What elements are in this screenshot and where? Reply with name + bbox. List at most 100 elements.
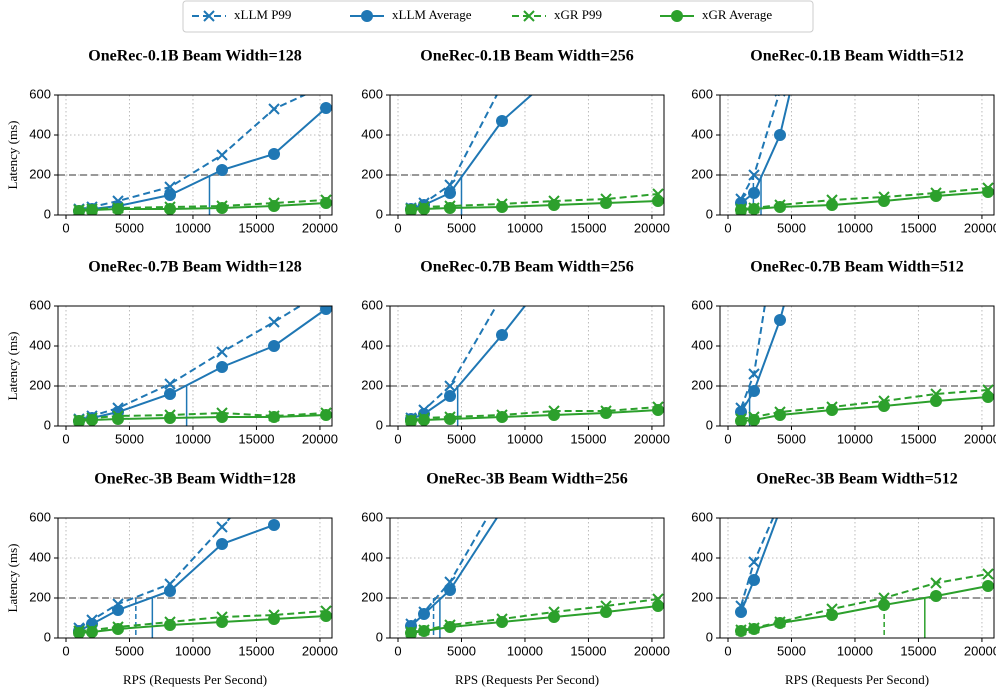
y-tick-label: 600 xyxy=(691,297,713,312)
panel-title: OneRec-0.7B Beam Width=128 xyxy=(88,259,301,276)
marker-dot xyxy=(164,412,177,424)
marker-x xyxy=(523,10,535,22)
series-line xyxy=(740,95,791,204)
marker-dot xyxy=(73,415,85,426)
axes-frame xyxy=(719,305,995,427)
marker-dot xyxy=(73,205,85,215)
marker-dot xyxy=(600,606,613,618)
x-tick-label: 10000 xyxy=(837,643,873,658)
x-tick-label: 5000 xyxy=(115,220,144,235)
x-tick-label: 15000 xyxy=(900,431,936,446)
marker-dot xyxy=(164,203,177,215)
y-tick-label: 600 xyxy=(691,509,713,524)
marker-dot xyxy=(112,203,125,215)
marker-dot xyxy=(878,599,891,611)
panel: OneRec-0.7B Beam Width=512 0 200 400 600 0 500… xyxy=(691,259,996,447)
marker-x xyxy=(444,380,456,392)
y-tick-label: 400 xyxy=(361,337,383,352)
marker-dot xyxy=(444,202,457,214)
y-tick-label: 400 xyxy=(361,549,383,564)
plot-area xyxy=(58,518,332,638)
panel-title: OneRec-0.1B Beam Width=128 xyxy=(88,48,301,65)
x-tick-label: 0 xyxy=(724,220,731,235)
marker-dot xyxy=(548,409,561,421)
y-tick-label: 400 xyxy=(691,126,713,141)
x-tick-label: 10000 xyxy=(507,220,543,235)
marker-dot xyxy=(774,201,787,213)
legend-label: xLLM Average xyxy=(392,7,472,22)
marker-dot xyxy=(112,623,125,635)
marker-dot xyxy=(735,204,747,215)
axes-frame xyxy=(719,94,995,216)
marker-dot xyxy=(418,625,431,637)
x-axis-label: RPS (Requests Per Second) xyxy=(455,672,599,687)
axes-frame xyxy=(719,517,995,639)
plot-area xyxy=(720,95,994,215)
marker-x xyxy=(216,346,228,358)
marker-dot xyxy=(496,201,509,213)
plot-area xyxy=(720,306,994,426)
x-tick-label: 5000 xyxy=(115,431,144,446)
series-line xyxy=(78,95,307,210)
marker-dot xyxy=(735,625,748,637)
marker-dot xyxy=(548,611,561,623)
panel: OneRec-3B Beam Width=512 RPS (Requests Pe… xyxy=(691,471,996,687)
marker-dot xyxy=(496,329,509,341)
y-tick-label: 400 xyxy=(29,337,51,352)
y-tick-label: 200 xyxy=(361,166,383,181)
marker-x xyxy=(775,497,785,507)
legend-label: xGR P99 xyxy=(554,7,602,22)
marker-dot xyxy=(930,190,943,202)
x-tick-label: 15000 xyxy=(238,431,274,446)
marker-dot xyxy=(320,102,332,114)
legend-label: xLLM P99 xyxy=(234,7,291,22)
marker-dot xyxy=(774,504,786,516)
marker-dot xyxy=(320,610,332,622)
marker-x xyxy=(164,378,176,390)
y-axis-label: Latency (ms) xyxy=(5,544,20,613)
marker-dot xyxy=(748,203,761,215)
marker-dot xyxy=(216,538,229,550)
marker-dot xyxy=(826,199,839,211)
axes-frame xyxy=(57,517,333,639)
panel: OneRec-3B Beam Width=256 RPS (Requests Pe… xyxy=(361,471,670,687)
marker-dot xyxy=(112,413,125,425)
series-line xyxy=(410,518,499,627)
marker-dot xyxy=(496,504,508,516)
x-tick-label: 20000 xyxy=(302,431,338,446)
series-line xyxy=(78,518,232,629)
axes-frame xyxy=(389,94,665,216)
marker-dot xyxy=(671,10,683,22)
plot-area xyxy=(390,487,664,638)
x-tick-label: 0 xyxy=(62,431,69,446)
y-axis-label: Latency (ms) xyxy=(5,332,20,401)
marker-x xyxy=(216,521,228,533)
x-tick-label: 20000 xyxy=(964,431,996,446)
plot-area xyxy=(390,291,664,426)
y-tick-label: 200 xyxy=(361,377,383,392)
x-tick-label: 10000 xyxy=(175,220,211,235)
marker-x xyxy=(321,285,331,295)
y-tick-label: 600 xyxy=(361,86,383,101)
marker-dot xyxy=(86,414,99,426)
marker-dot xyxy=(982,580,994,592)
marker-x xyxy=(497,487,507,497)
marker-dot xyxy=(444,187,457,199)
y-tick-label: 400 xyxy=(29,549,51,564)
y-tick-label: 200 xyxy=(29,377,51,392)
y-tick-label: 200 xyxy=(691,166,713,181)
marker-dot xyxy=(361,10,373,22)
marker-dot xyxy=(548,199,561,211)
marker-dot xyxy=(418,203,431,215)
x-tick-label: 5000 xyxy=(447,643,476,658)
marker-dot xyxy=(826,609,839,621)
marker-dot xyxy=(652,600,664,612)
marker-dot xyxy=(216,411,229,423)
marker-x xyxy=(497,291,507,301)
panel-title: OneRec-0.1B Beam Width=256 xyxy=(420,48,633,65)
panel-title: OneRec-0.7B Beam Width=256 xyxy=(420,259,633,276)
marker-dot xyxy=(735,415,747,426)
marker-x xyxy=(321,80,331,90)
marker-dot xyxy=(216,361,229,373)
y-tick-label: 400 xyxy=(691,549,713,564)
